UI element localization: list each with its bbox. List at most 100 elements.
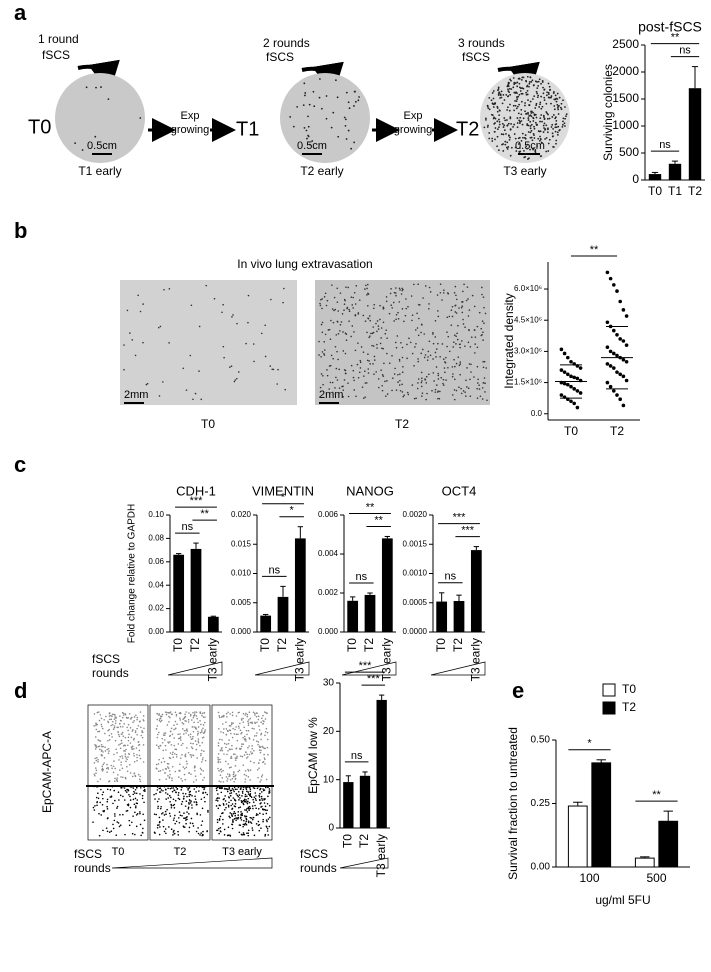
flow-dot bbox=[184, 778, 187, 781]
flow-dot bbox=[240, 799, 243, 802]
colony-dot bbox=[85, 86, 88, 89]
flow-dot bbox=[200, 769, 203, 771]
flow-dot bbox=[229, 792, 231, 795]
flow-dot bbox=[131, 821, 133, 824]
tissue-dot bbox=[328, 365, 331, 367]
flow-dot bbox=[141, 736, 144, 739]
flow-dot bbox=[104, 750, 107, 752]
tissue-dot bbox=[411, 384, 414, 386]
flow-dot bbox=[142, 827, 144, 830]
flow-dot bbox=[135, 747, 138, 749]
flow-dot bbox=[264, 758, 266, 761]
flow-dot bbox=[94, 774, 96, 777]
colony-dot bbox=[487, 107, 490, 110]
colony-dot bbox=[502, 126, 505, 128]
y-axis-label: Survival fraction to untreated bbox=[506, 727, 520, 880]
flow-dot bbox=[102, 791, 105, 793]
flow-dot bbox=[173, 728, 175, 731]
flow-dot bbox=[243, 799, 245, 802]
significance-label: *** bbox=[461, 524, 475, 536]
flow-dot bbox=[98, 834, 101, 837]
flow-dot bbox=[220, 716, 223, 718]
flow-dot bbox=[264, 805, 267, 808]
tissue-dot bbox=[428, 303, 430, 305]
tissue-dot bbox=[231, 316, 233, 318]
flow-dot bbox=[219, 826, 222, 829]
tissue-dot bbox=[413, 283, 415, 286]
tissue-dot bbox=[383, 362, 385, 365]
flow-dot bbox=[194, 798, 197, 800]
point bbox=[566, 355, 570, 360]
flow-dot bbox=[202, 724, 205, 726]
image-label: T2 bbox=[395, 417, 409, 431]
flow-dot bbox=[264, 809, 267, 811]
tissue-dot bbox=[252, 343, 255, 345]
flow-dot bbox=[109, 789, 112, 791]
tissue-dot bbox=[471, 294, 474, 297]
tissue-dot bbox=[345, 372, 347, 375]
tissue-dot bbox=[441, 343, 444, 345]
y-tick-label: 6.0×10⁶ bbox=[514, 284, 542, 293]
colony-dot bbox=[509, 93, 512, 96]
flow-dot bbox=[240, 833, 243, 836]
y-tick-label: 0.020 bbox=[231, 510, 252, 519]
tissue-dot bbox=[463, 283, 465, 286]
tissue-dot bbox=[413, 397, 416, 400]
bar bbox=[634, 857, 655, 868]
flow-dot bbox=[204, 729, 207, 731]
bar bbox=[470, 550, 482, 632]
flow-dot bbox=[238, 794, 241, 796]
tissue-dot bbox=[384, 380, 386, 383]
tissue-dot bbox=[434, 319, 437, 322]
flow-dot bbox=[119, 715, 121, 717]
flow-dot bbox=[177, 733, 180, 736]
tissue-dot bbox=[326, 299, 329, 302]
colony-dot bbox=[516, 117, 519, 119]
colony-dot bbox=[554, 126, 557, 129]
tissue-dot bbox=[468, 329, 470, 332]
flow-dot bbox=[100, 723, 103, 726]
stage-label: T1 bbox=[236, 118, 259, 140]
tissue-dot bbox=[276, 383, 279, 385]
colony-dot bbox=[497, 89, 499, 92]
tissue-dot bbox=[405, 298, 407, 300]
colony-dot bbox=[535, 116, 538, 119]
tissue-dot bbox=[440, 376, 443, 379]
tissue-dot bbox=[394, 292, 397, 294]
flow-dot bbox=[200, 723, 202, 726]
flow-dot bbox=[247, 797, 250, 800]
flow-dot bbox=[252, 711, 255, 714]
tissue-dot bbox=[453, 358, 455, 361]
flow-dot bbox=[111, 767, 113, 770]
flow-dot bbox=[121, 767, 124, 770]
colony-dot bbox=[483, 126, 486, 129]
y-tick-label: 0.00 bbox=[148, 627, 164, 636]
tissue-dot bbox=[320, 373, 323, 375]
flow-dot bbox=[188, 813, 190, 815]
tissue-dot bbox=[236, 377, 238, 380]
flow-dot bbox=[216, 818, 219, 821]
stage-label: T0 bbox=[28, 116, 51, 138]
tissue-dot bbox=[364, 320, 367, 322]
flow-dot bbox=[172, 798, 175, 801]
tissue-dot bbox=[382, 347, 384, 350]
tissue-dot bbox=[477, 378, 479, 381]
tissue-dot bbox=[462, 323, 465, 325]
flow-dot bbox=[126, 726, 128, 729]
flow-dot bbox=[196, 803, 198, 806]
flow-dot bbox=[217, 756, 219, 759]
flow-dot bbox=[101, 727, 104, 730]
flow-dot bbox=[104, 746, 106, 749]
colony-dot bbox=[492, 97, 495, 100]
flow-dot bbox=[246, 811, 249, 813]
flow-dot bbox=[135, 814, 138, 816]
flow-dot bbox=[191, 822, 194, 825]
flow-dot bbox=[187, 789, 189, 791]
tissue-dot bbox=[476, 325, 479, 328]
flow-dot bbox=[131, 716, 133, 719]
flow-dot bbox=[242, 832, 245, 834]
flow-dot bbox=[263, 747, 265, 750]
flow-dot bbox=[174, 752, 176, 755]
flow-dot bbox=[234, 774, 237, 776]
flow-dot bbox=[100, 717, 103, 720]
